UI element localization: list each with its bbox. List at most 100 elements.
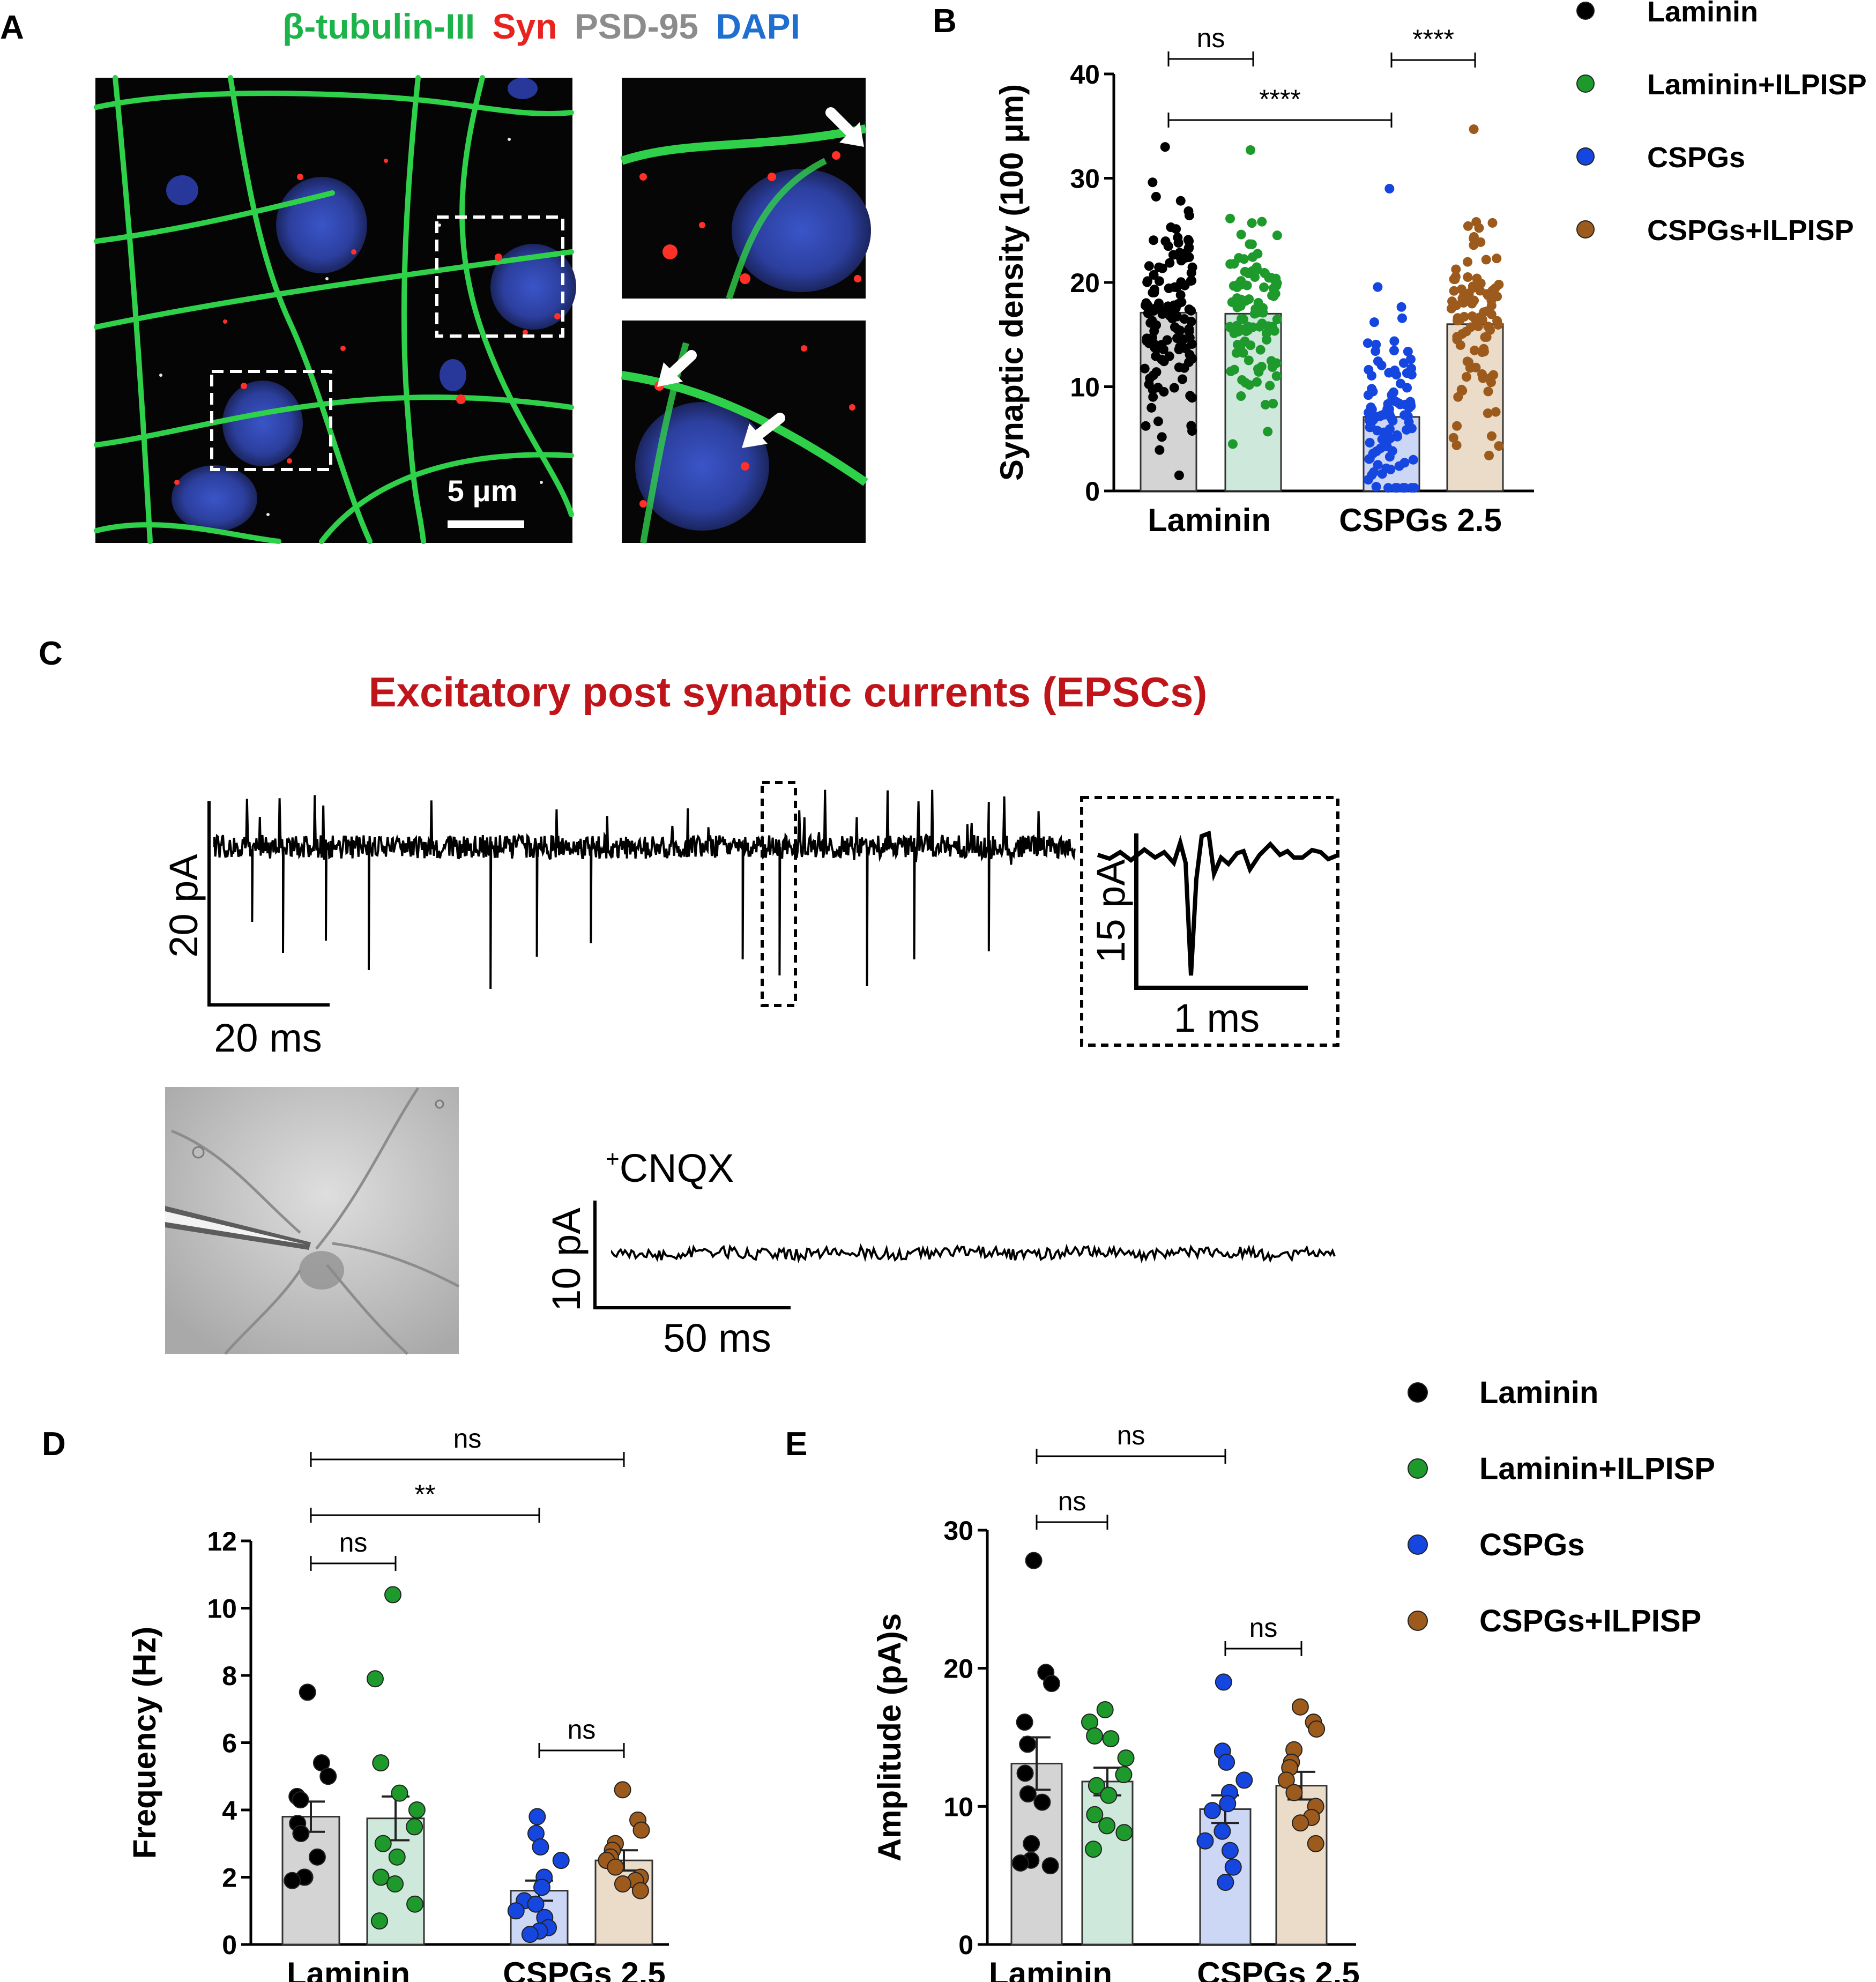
data-point — [1392, 483, 1402, 493]
data-point — [1214, 1822, 1231, 1840]
data-point — [1185, 391, 1195, 401]
data-point — [1373, 460, 1383, 470]
y-tick-label: 30 — [943, 1516, 973, 1546]
data-point — [1452, 421, 1462, 431]
data-point — [1307, 1835, 1324, 1852]
data-point — [1247, 218, 1257, 228]
data-point — [1450, 272, 1461, 282]
data-point — [1487, 218, 1498, 228]
y-tick-label: 10 — [207, 1594, 237, 1624]
legend-label: CSPGs+ILPISP — [1479, 1604, 1701, 1638]
data-point — [532, 1838, 549, 1856]
data-point — [1253, 364, 1263, 374]
scale-bar-label: 5 μm — [448, 474, 518, 508]
data-point — [1367, 470, 1377, 480]
data-point — [1469, 124, 1479, 135]
data-point — [1154, 276, 1164, 286]
data-point — [1167, 314, 1178, 324]
data-point — [299, 1683, 316, 1701]
data-point — [1368, 415, 1378, 425]
data-point — [1267, 362, 1277, 372]
data-point — [1086, 1727, 1104, 1745]
y-tick-label: 0 — [958, 1930, 973, 1960]
data-point — [384, 1586, 402, 1604]
data-point — [1237, 324, 1247, 334]
data-point — [1463, 272, 1473, 282]
data-point — [1396, 302, 1406, 312]
data-point — [1033, 1793, 1051, 1811]
legend-label: CSPGs+ILPISP — [1647, 214, 1854, 247]
data-point — [1486, 431, 1497, 441]
data-point — [1255, 345, 1265, 355]
legend-label: Laminin+ILPISP — [1479, 1451, 1715, 1486]
data-point — [1187, 275, 1197, 286]
data-point — [1174, 362, 1184, 372]
data-point — [1153, 416, 1163, 427]
data-point — [284, 1872, 301, 1889]
data-point — [1218, 1753, 1235, 1771]
main-trace-x-scale: 20 ms — [214, 1016, 322, 1060]
data-point — [1469, 234, 1479, 244]
data-point — [370, 1912, 388, 1930]
data-point — [1149, 270, 1159, 280]
legend-label: CSPGs — [1479, 1528, 1585, 1562]
cnqx-trace: +CNQX 10 pA 50 ms — [544, 1146, 1336, 1360]
data-point — [1088, 1777, 1105, 1794]
data-point — [372, 1754, 390, 1772]
data-point — [1173, 233, 1183, 243]
data-point — [1381, 463, 1391, 473]
data-point — [1236, 294, 1246, 304]
data-point — [1405, 399, 1416, 409]
data-point — [1487, 289, 1497, 299]
data-point — [1246, 145, 1256, 155]
data-point — [1285, 1784, 1303, 1801]
data-point — [1184, 236, 1194, 246]
data-point — [1363, 338, 1373, 348]
data-point — [1143, 308, 1153, 318]
data-point — [1365, 437, 1375, 448]
micrograph-main: 5 μm — [95, 78, 576, 543]
data-point — [1371, 482, 1381, 492]
data-point — [1217, 1874, 1234, 1891]
data-point — [1471, 217, 1482, 227]
data-point — [1384, 452, 1395, 462]
data-point — [1235, 1771, 1253, 1789]
data-point — [1459, 311, 1469, 322]
cnqx-x-scale: 50 ms — [663, 1316, 771, 1360]
data-point — [1373, 282, 1383, 292]
data-point — [1019, 1785, 1037, 1803]
data-point — [406, 1818, 423, 1836]
data-point — [1225, 213, 1235, 223]
data-point — [1086, 1806, 1104, 1823]
data-point — [391, 1784, 408, 1802]
data-point — [1258, 303, 1268, 313]
y-axis-label: Amplitude (pA)s — [872, 1613, 907, 1861]
data-point — [1159, 386, 1169, 397]
data-point — [1157, 432, 1167, 442]
data-point — [1465, 322, 1476, 332]
data-point — [292, 1791, 309, 1809]
data-point — [1177, 297, 1187, 307]
data-point — [1452, 332, 1462, 342]
data-point — [1383, 483, 1393, 493]
legend-marker — [1408, 1458, 1428, 1479]
data-point — [1459, 289, 1469, 299]
data-point — [1041, 1857, 1059, 1875]
data-point — [1463, 221, 1473, 231]
data-point — [406, 1895, 424, 1913]
data-point — [308, 1848, 326, 1866]
epsc-title: Excitatory post synaptic currents (EPSCs… — [369, 668, 1208, 716]
stain-labels: β-tubulin-III Syn PSD-95 DAPI — [282, 6, 800, 46]
data-point — [1493, 319, 1503, 330]
data-point — [1229, 281, 1239, 291]
data-point — [1483, 408, 1493, 419]
significance-label: **** — [1412, 24, 1454, 54]
data-point — [1147, 332, 1157, 342]
data-point — [1484, 450, 1494, 460]
data-point — [388, 1848, 406, 1866]
data-point — [1231, 348, 1241, 358]
y-tick-label: 12 — [207, 1526, 237, 1556]
data-point — [1480, 332, 1490, 342]
data-point — [1265, 381, 1275, 391]
